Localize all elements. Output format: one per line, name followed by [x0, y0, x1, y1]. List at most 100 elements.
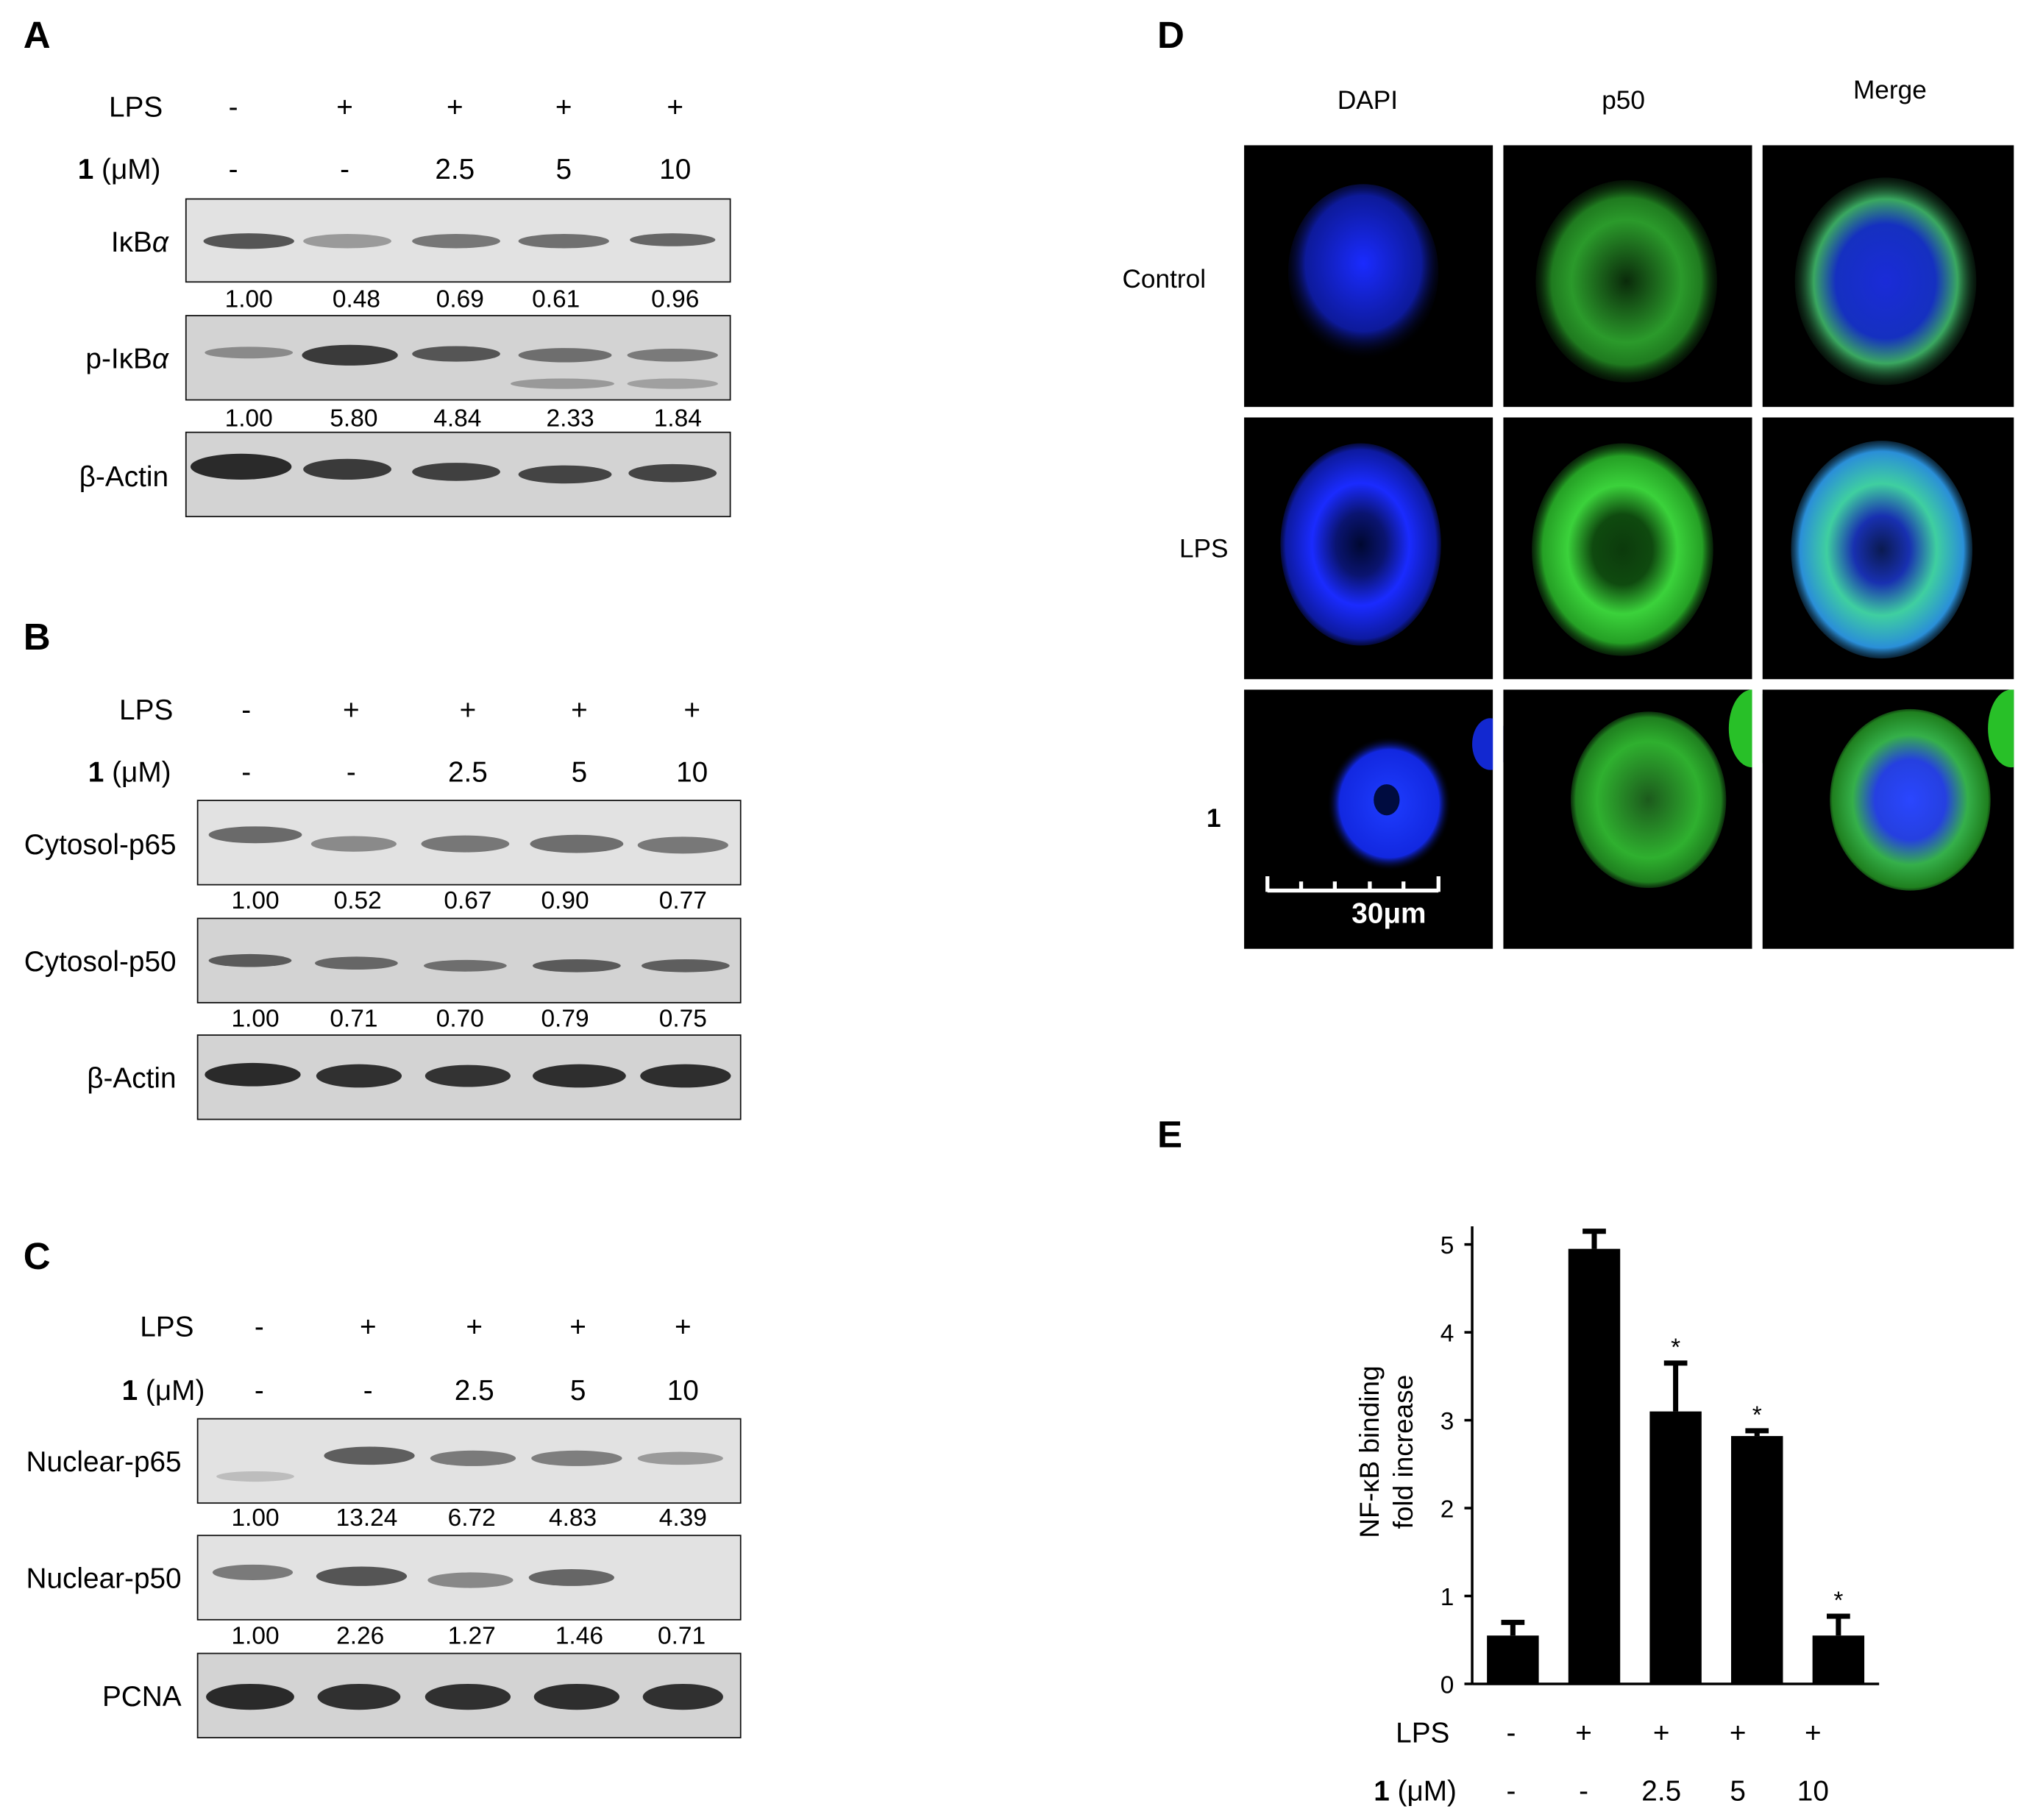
panel-b-q1-4: 0.90 — [541, 888, 589, 916]
panel-a-dose-3: 2.5 — [435, 152, 475, 185]
panel-e-lps-2: + — [1575, 1716, 1592, 1749]
panel-a-blot2-label: p-IκBα — [85, 342, 168, 375]
panel-a-q1-4: 0.61 — [532, 286, 580, 314]
panel-c-lps-1: - — [254, 1310, 264, 1343]
panel-c-q2-1: 1.00 — [231, 1623, 280, 1651]
panel-b-q1-2: 0.52 — [333, 888, 382, 916]
panel-e-lps-label: LPS — [1396, 1716, 1450, 1749]
panel-c-q1-2: 13.24 — [335, 1504, 398, 1532]
panel-b-q2-3: 0.70 — [436, 1006, 484, 1034]
panel-a-dose-1: - — [228, 152, 238, 185]
scale-bar-label: 30μm — [1351, 897, 1427, 930]
chart-significance-mark: * — [1833, 1587, 1843, 1614]
nfkb-bar-chart: NF-κB binding fold increase 0 1 2 3 4 5 * * * — [1354, 1226, 1880, 1699]
panel-b-q1-3: 0.67 — [444, 888, 492, 916]
panel-c-q1-4: 4.83 — [549, 1504, 597, 1532]
chart-bars: * * * — [1487, 1229, 1865, 1684]
panel-c-label: C — [23, 1237, 51, 1279]
chart-ytick-label: 1 — [1440, 1584, 1454, 1611]
panel-c-blot3-label: PCNA — [102, 1679, 182, 1713]
panel-b-lps-5: + — [683, 693, 700, 726]
scale-bar — [1265, 876, 1440, 893]
chart-bar — [1568, 1248, 1621, 1684]
panel-b-q1-1: 1.00 — [231, 888, 280, 916]
col-header-p50: p50 — [1602, 87, 1646, 115]
panel-a-lps-2: + — [336, 90, 353, 124]
row-label-control: Control — [1122, 266, 1207, 294]
panel-a-blot-p-ikba — [185, 315, 731, 401]
panel-c-dose-label: 1 (μM) — [121, 1373, 205, 1407]
panel-c-lps-5: + — [674, 1310, 692, 1343]
panel-c-q2-4: 1.46 — [555, 1623, 603, 1651]
panel-d-label: D — [1157, 15, 1184, 57]
panel-b-dose-4: 5 — [571, 756, 588, 789]
panel-b-blot-cytosol-p65 — [196, 800, 742, 886]
panel-c-dose-5: 10 — [667, 1373, 699, 1407]
panel-c-dose-1: - — [254, 1373, 264, 1407]
panel-a-q2-5: 1.84 — [653, 405, 702, 433]
chart-ylabel-line1: NF-κB binding — [1354, 1365, 1385, 1538]
panel-e-lps-1: - — [1506, 1716, 1516, 1749]
panel-e-lps-4: + — [1729, 1716, 1747, 1749]
chart-bar — [1649, 1411, 1702, 1684]
panel-c-blot1-label: Nuclear-p65 — [26, 1445, 182, 1478]
panel-a-q2-1: 1.00 — [224, 405, 273, 433]
chart-ytick-label: 0 — [1440, 1671, 1454, 1699]
panel-b-lps-label: LPS — [119, 693, 174, 726]
panel-b-blot3-label: β-Actin — [87, 1062, 177, 1095]
panel-e-label: E — [1157, 1115, 1183, 1156]
panel-c-lps-3: + — [466, 1310, 483, 1343]
panel-a-dose-2: - — [340, 152, 350, 185]
panel-a-q1-5: 0.96 — [651, 286, 700, 314]
panel-e-dose-5: 10 — [1797, 1774, 1829, 1807]
row-label-compound-1: 1 — [1206, 805, 1221, 834]
panel-c-q2-3: 1.27 — [447, 1623, 496, 1651]
row-label-lps: LPS — [1179, 535, 1229, 564]
micrograph-grid — [1244, 145, 2014, 949]
col-header-dapi: DAPI — [1337, 87, 1399, 115]
panel-c-blot-nuclear-p50 — [196, 1535, 742, 1621]
panel-a-blot-ikba — [185, 198, 731, 283]
panel-e-dose-1: - — [1506, 1774, 1516, 1807]
chart-bar — [1812, 1635, 1865, 1684]
panel-c-q1-5: 4.39 — [658, 1504, 707, 1532]
panel-e-dose-4: 5 — [1730, 1774, 1746, 1807]
panel-a-q2-4: 2.33 — [546, 405, 594, 433]
panel-a-lps-3: + — [446, 90, 463, 124]
panel-a-lps-5: + — [667, 90, 684, 124]
panel-c-q1-3: 6.72 — [447, 1504, 496, 1532]
panel-b-q2-4: 0.79 — [541, 1006, 589, 1034]
panel-a-q1-2: 0.48 — [332, 286, 380, 314]
panel-a-q2-2: 5.80 — [330, 405, 378, 433]
panel-e-dose-label: 1 (μM) — [1374, 1774, 1457, 1807]
panel-b-blot-cytosol-p50 — [196, 917, 742, 1003]
panel-a-blot-actin — [185, 431, 731, 518]
panel-a-dose-4: 5 — [555, 152, 572, 185]
panel-c-lps-4: + — [569, 1310, 586, 1343]
panel-a-q1-1: 1.00 — [224, 286, 273, 314]
panel-a-q2-3: 4.84 — [433, 405, 482, 433]
panel-c-q1-1: 1.00 — [231, 1504, 280, 1532]
panel-c-blot-nuclear-p65 — [196, 1418, 742, 1504]
panel-b-blot2-label: Cytosol-p50 — [24, 945, 177, 978]
panel-a-dose-label: 1 (μM) — [77, 152, 161, 185]
panel-b-lps-1: - — [241, 693, 252, 726]
panel-c-lps-label: LPS — [140, 1310, 194, 1343]
chart-ytick-label: 4 — [1440, 1320, 1454, 1347]
panel-a-lps-4: + — [555, 90, 572, 124]
panel-c-q2-5: 0.71 — [657, 1623, 706, 1651]
panel-b-lps-4: + — [571, 693, 588, 726]
panel-a-lps-label: LPS — [108, 90, 163, 124]
chart-ytick-label: 2 — [1440, 1496, 1454, 1523]
panel-b-q2-1: 1.00 — [231, 1006, 280, 1034]
panel-b-dose-1: - — [241, 756, 252, 789]
panel-b-blot-actin — [196, 1034, 742, 1120]
panel-a-blot3-label: β-Actin — [79, 460, 168, 493]
chart-significance-mark: * — [1671, 1334, 1680, 1361]
chart-ytick-label: 5 — [1440, 1232, 1454, 1259]
panel-e-dose-3: 2.5 — [1641, 1774, 1682, 1807]
panel-c-dose-3: 2.5 — [454, 1373, 494, 1407]
panel-b-dose-5: 10 — [676, 756, 708, 789]
